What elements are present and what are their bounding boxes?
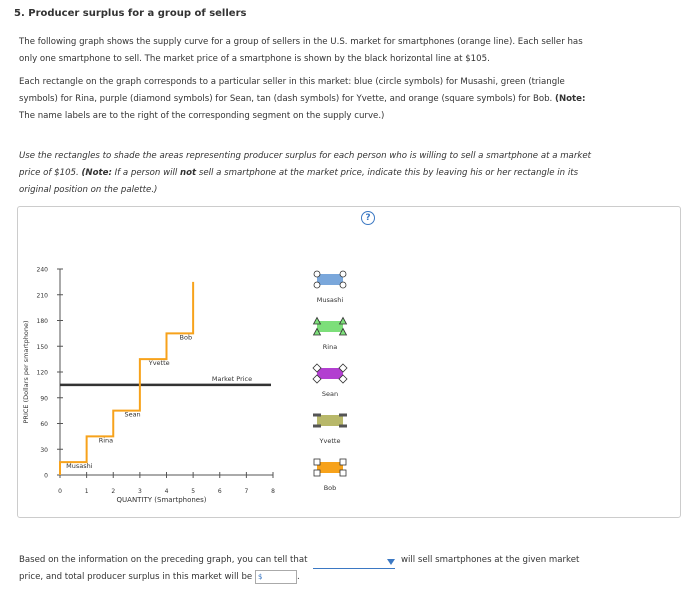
instruction-line: Use the rectangles to shade the areas re… [19, 151, 591, 161]
chart-marks: Market Price Musashi Rina Sean Yvette Bob [59, 281, 271, 475]
intro-line: The following graph shows the supply cur… [19, 37, 583, 47]
instruction-line: original position on the palette.) [19, 185, 158, 195]
palette-label: Rina [323, 343, 337, 351]
y-tick-label: 30 [40, 447, 48, 454]
square-handle-icon [313, 458, 321, 466]
x-tick-label: 5 [191, 488, 195, 495]
surplus-rectangle [317, 462, 343, 473]
y-tick-label: 0 [44, 473, 48, 480]
note-label: (Note: [555, 94, 586, 104]
chevron-down-icon [387, 559, 396, 565]
supply-segment-label: Sean [124, 411, 140, 419]
x-tick-label: 1 [85, 488, 89, 495]
x-tick-label: 3 [138, 488, 142, 495]
supply-curve [59, 281, 195, 475]
circle-handle-icon [313, 281, 321, 289]
intro-line: Each rectangle on the graph corresponds … [19, 77, 565, 87]
intro-paragraph-1: The following graph shows the supply cur… [19, 34, 659, 68]
answer-text: . [296, 572, 300, 582]
diamond-handle-icon [312, 374, 322, 384]
triangle-handle-icon [312, 316, 322, 325]
palette-label: Yvette [319, 437, 341, 445]
circle-handle-icon [339, 270, 347, 278]
instruction-line: sell a smartphone at the market price, i… [198, 168, 579, 178]
palette-item-sean[interactable]: Sean [312, 363, 348, 398]
dash-handle-icon [339, 413, 347, 417]
x-tick-label: 0 [58, 488, 62, 495]
seller-dropdown[interactable] [313, 557, 396, 569]
x-axis-label: QUANTITY (Smartphones) [117, 496, 207, 504]
supply-segment-label: Rina [99, 436, 113, 444]
intro-paragraph-2: Each rectangle on the graph corresponds … [19, 74, 659, 125]
y-axis-label: PRICE (Dollars per smartphone) [22, 321, 30, 424]
not-emphasis: not [180, 168, 197, 178]
instruction-line: price of $105. [19, 168, 79, 178]
producer-surplus-chart: 0 30 60 90 120 150 180 210 240 0 1 2 3 4 5 6 7 8 QUANTITY … [22, 267, 348, 505]
dash-handle-icon [313, 424, 321, 428]
answer-text: price, and total producer surplus in thi… [19, 572, 253, 582]
y-tick-label: 240 [37, 267, 49, 274]
surplus-rectangle [317, 274, 343, 285]
palette-item-musashi[interactable]: Musashi [313, 270, 347, 304]
graph-panel: ? 0 30 60 90 120 150 180 210 240 0 1 2 3 4 5 6 7 8 QUANTIT… [17, 206, 681, 518]
help-icon[interactable]: ? [361, 211, 375, 225]
x-tick-label: 2 [111, 488, 115, 495]
answer-section: Based on the information on the precedin… [19, 552, 679, 586]
square-handle-icon [339, 469, 347, 477]
circle-handle-icon [313, 270, 321, 278]
intro-line: only one smartphone to sell. The market … [19, 54, 490, 64]
palette-label: Sean [322, 390, 338, 398]
intro-line: The name labels are to the right of the … [19, 111, 385, 121]
diamond-handle-icon [338, 374, 348, 384]
y-tick-label: 180 [37, 318, 49, 325]
dash-handle-icon [313, 413, 321, 417]
y-tick-label: 210 [37, 292, 49, 299]
y-tick-label: 150 [37, 344, 49, 351]
y-tick-label: 60 [40, 421, 48, 428]
circle-handle-icon [339, 281, 347, 289]
palette-item-yvette[interactable]: Yvette [313, 413, 347, 446]
question-title: 5. Producer surplus for a group of selle… [14, 8, 247, 19]
chart-axes: 0 30 60 90 120 150 180 210 240 0 1 2 3 4 5 6 7 8 QUANTITY … [22, 267, 275, 505]
note-label: (Note: [81, 168, 112, 178]
palette-label: Musashi [317, 296, 344, 304]
x-tick-label: 7 [244, 488, 248, 495]
producer-surplus-input[interactable]: $ [254, 569, 297, 584]
surplus-rectangle [317, 415, 343, 426]
x-tick-label: 8 [271, 488, 275, 495]
diamond-handle-icon [312, 363, 322, 373]
y-tick-label: 120 [37, 370, 49, 377]
palette-item-bob[interactable]: Bob [313, 458, 347, 492]
y-tick-label: 90 [40, 395, 48, 402]
answer-text: will sell smartphones at the given marke… [400, 555, 580, 565]
x-tick-label: 6 [218, 488, 222, 495]
triangle-handle-icon [312, 327, 322, 336]
answer-text: Based on the information on the precedin… [19, 555, 308, 565]
triangle-handle-icon [338, 327, 348, 336]
triangle-handle-icon [338, 316, 348, 325]
dash-handle-icon [339, 424, 347, 428]
palette-item-rina[interactable]: Rina [312, 316, 348, 352]
supply-segment-label: Bob [180, 333, 193, 341]
market-price-label: Market Price [212, 375, 252, 383]
instructions-paragraph: Use the rectangles to shade the areas re… [19, 148, 659, 199]
x-tick-label: 4 [165, 488, 169, 495]
supply-segment-label: Yvette [148, 359, 170, 367]
surplus-rectangle [317, 321, 343, 332]
square-handle-icon [339, 458, 347, 466]
square-handle-icon [313, 469, 321, 477]
intro-line: symbols) for Rina, purple (diamond symbo… [19, 94, 553, 104]
rectangle-palette: Musashi Rina Sean Yvette Bob [312, 270, 348, 492]
supply-segment-label: Musashi [66, 462, 93, 470]
palette-label: Bob [324, 484, 337, 492]
surplus-rectangle [317, 368, 343, 379]
diamond-handle-icon [338, 363, 348, 373]
instruction-line: If a person will [114, 168, 178, 178]
